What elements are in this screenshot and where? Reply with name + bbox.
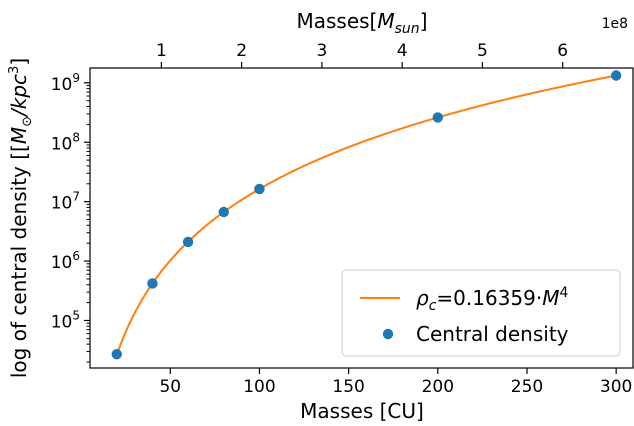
y-tick-label: 107	[51, 190, 80, 214]
x-tick-label: 150	[332, 377, 364, 397]
top-tick-label: 2	[236, 41, 247, 61]
y-tick-base: 10	[51, 194, 73, 214]
legend-box	[341, 269, 621, 357]
y-label-mass: M	[7, 127, 31, 144]
top-tick-label: 1	[156, 41, 167, 61]
top-tick-label: 4	[397, 41, 408, 61]
y-tick-label: 109	[51, 71, 80, 95]
legend-scatter-swatch	[382, 328, 394, 340]
x-axis-label: Masses [CU]	[300, 399, 424, 423]
y-axis-label: log of central density [[M⊙/kpc3]	[7, 58, 35, 378]
y-tick-exponent: 6	[72, 249, 80, 263]
y-label-slash: /	[7, 107, 31, 118]
top-tick-label: 5	[477, 41, 488, 61]
y-tick-base: 10	[51, 134, 73, 154]
data-point	[218, 206, 229, 218]
data-point	[111, 349, 122, 360]
y-label-base: log of central density [[	[7, 144, 31, 378]
legend-rho-sub: c	[429, 298, 437, 314]
y-tick-exponent: 5	[72, 308, 80, 322]
top-label-symbol: M	[377, 9, 394, 33]
chart-marks	[111, 70, 622, 360]
y-label-sun: ⊙	[20, 116, 35, 127]
legend-scatter-label: Central density	[416, 322, 569, 346]
y-tick-label: 106	[51, 249, 80, 273]
x-tick-label: 50	[159, 377, 181, 397]
y-tick-base: 10	[51, 253, 73, 273]
legend-mass: M	[542, 286, 559, 310]
y-tick-exponent: 8	[72, 130, 80, 144]
x-tick-label: 100	[243, 377, 275, 397]
y-tick-label: 108	[51, 130, 80, 154]
y-label-end: ]	[7, 58, 31, 66]
legend-fit-text: =0.16359·	[436, 286, 542, 310]
data-point	[254, 183, 265, 195]
fit-line	[115, 74, 617, 356]
plot-frame	[89, 67, 634, 369]
x-tick-label: 200	[422, 377, 454, 397]
top-tick-label: 6	[557, 41, 568, 61]
top-tick-label: 3	[316, 41, 327, 61]
data-point	[432, 112, 444, 123]
y-label-kpc: kpc	[7, 74, 31, 109]
data-point	[182, 236, 194, 248]
y-tick-label: 105	[51, 308, 80, 332]
top-label-end: ]	[420, 9, 428, 33]
legend-exponent: 4	[560, 285, 569, 301]
top-axis-offset-label: 1e8	[602, 16, 628, 32]
legend-fit-label: ρc=0.16359·M4	[416, 285, 569, 314]
top-axis-label: Masses[Msun]	[296, 9, 427, 37]
top-label-base: Masses[	[296, 9, 377, 33]
top-label-subscript: sun	[395, 21, 420, 37]
y-label-cube: 3	[7, 66, 22, 74]
y-tick-base: 10	[51, 75, 73, 95]
x-tick-label: 300	[600, 377, 632, 397]
y-tick-base: 10	[51, 312, 73, 332]
legend-rho: ρ	[416, 286, 429, 310]
x-tick-label: 250	[511, 377, 543, 397]
data-point	[147, 278, 158, 289]
y-tick-exponent: 7	[72, 190, 80, 204]
legend: ρc=0.16359·M4 Central density	[341, 269, 621, 357]
data-point	[610, 70, 622, 81]
y-tick-exponent: 9	[72, 71, 80, 85]
